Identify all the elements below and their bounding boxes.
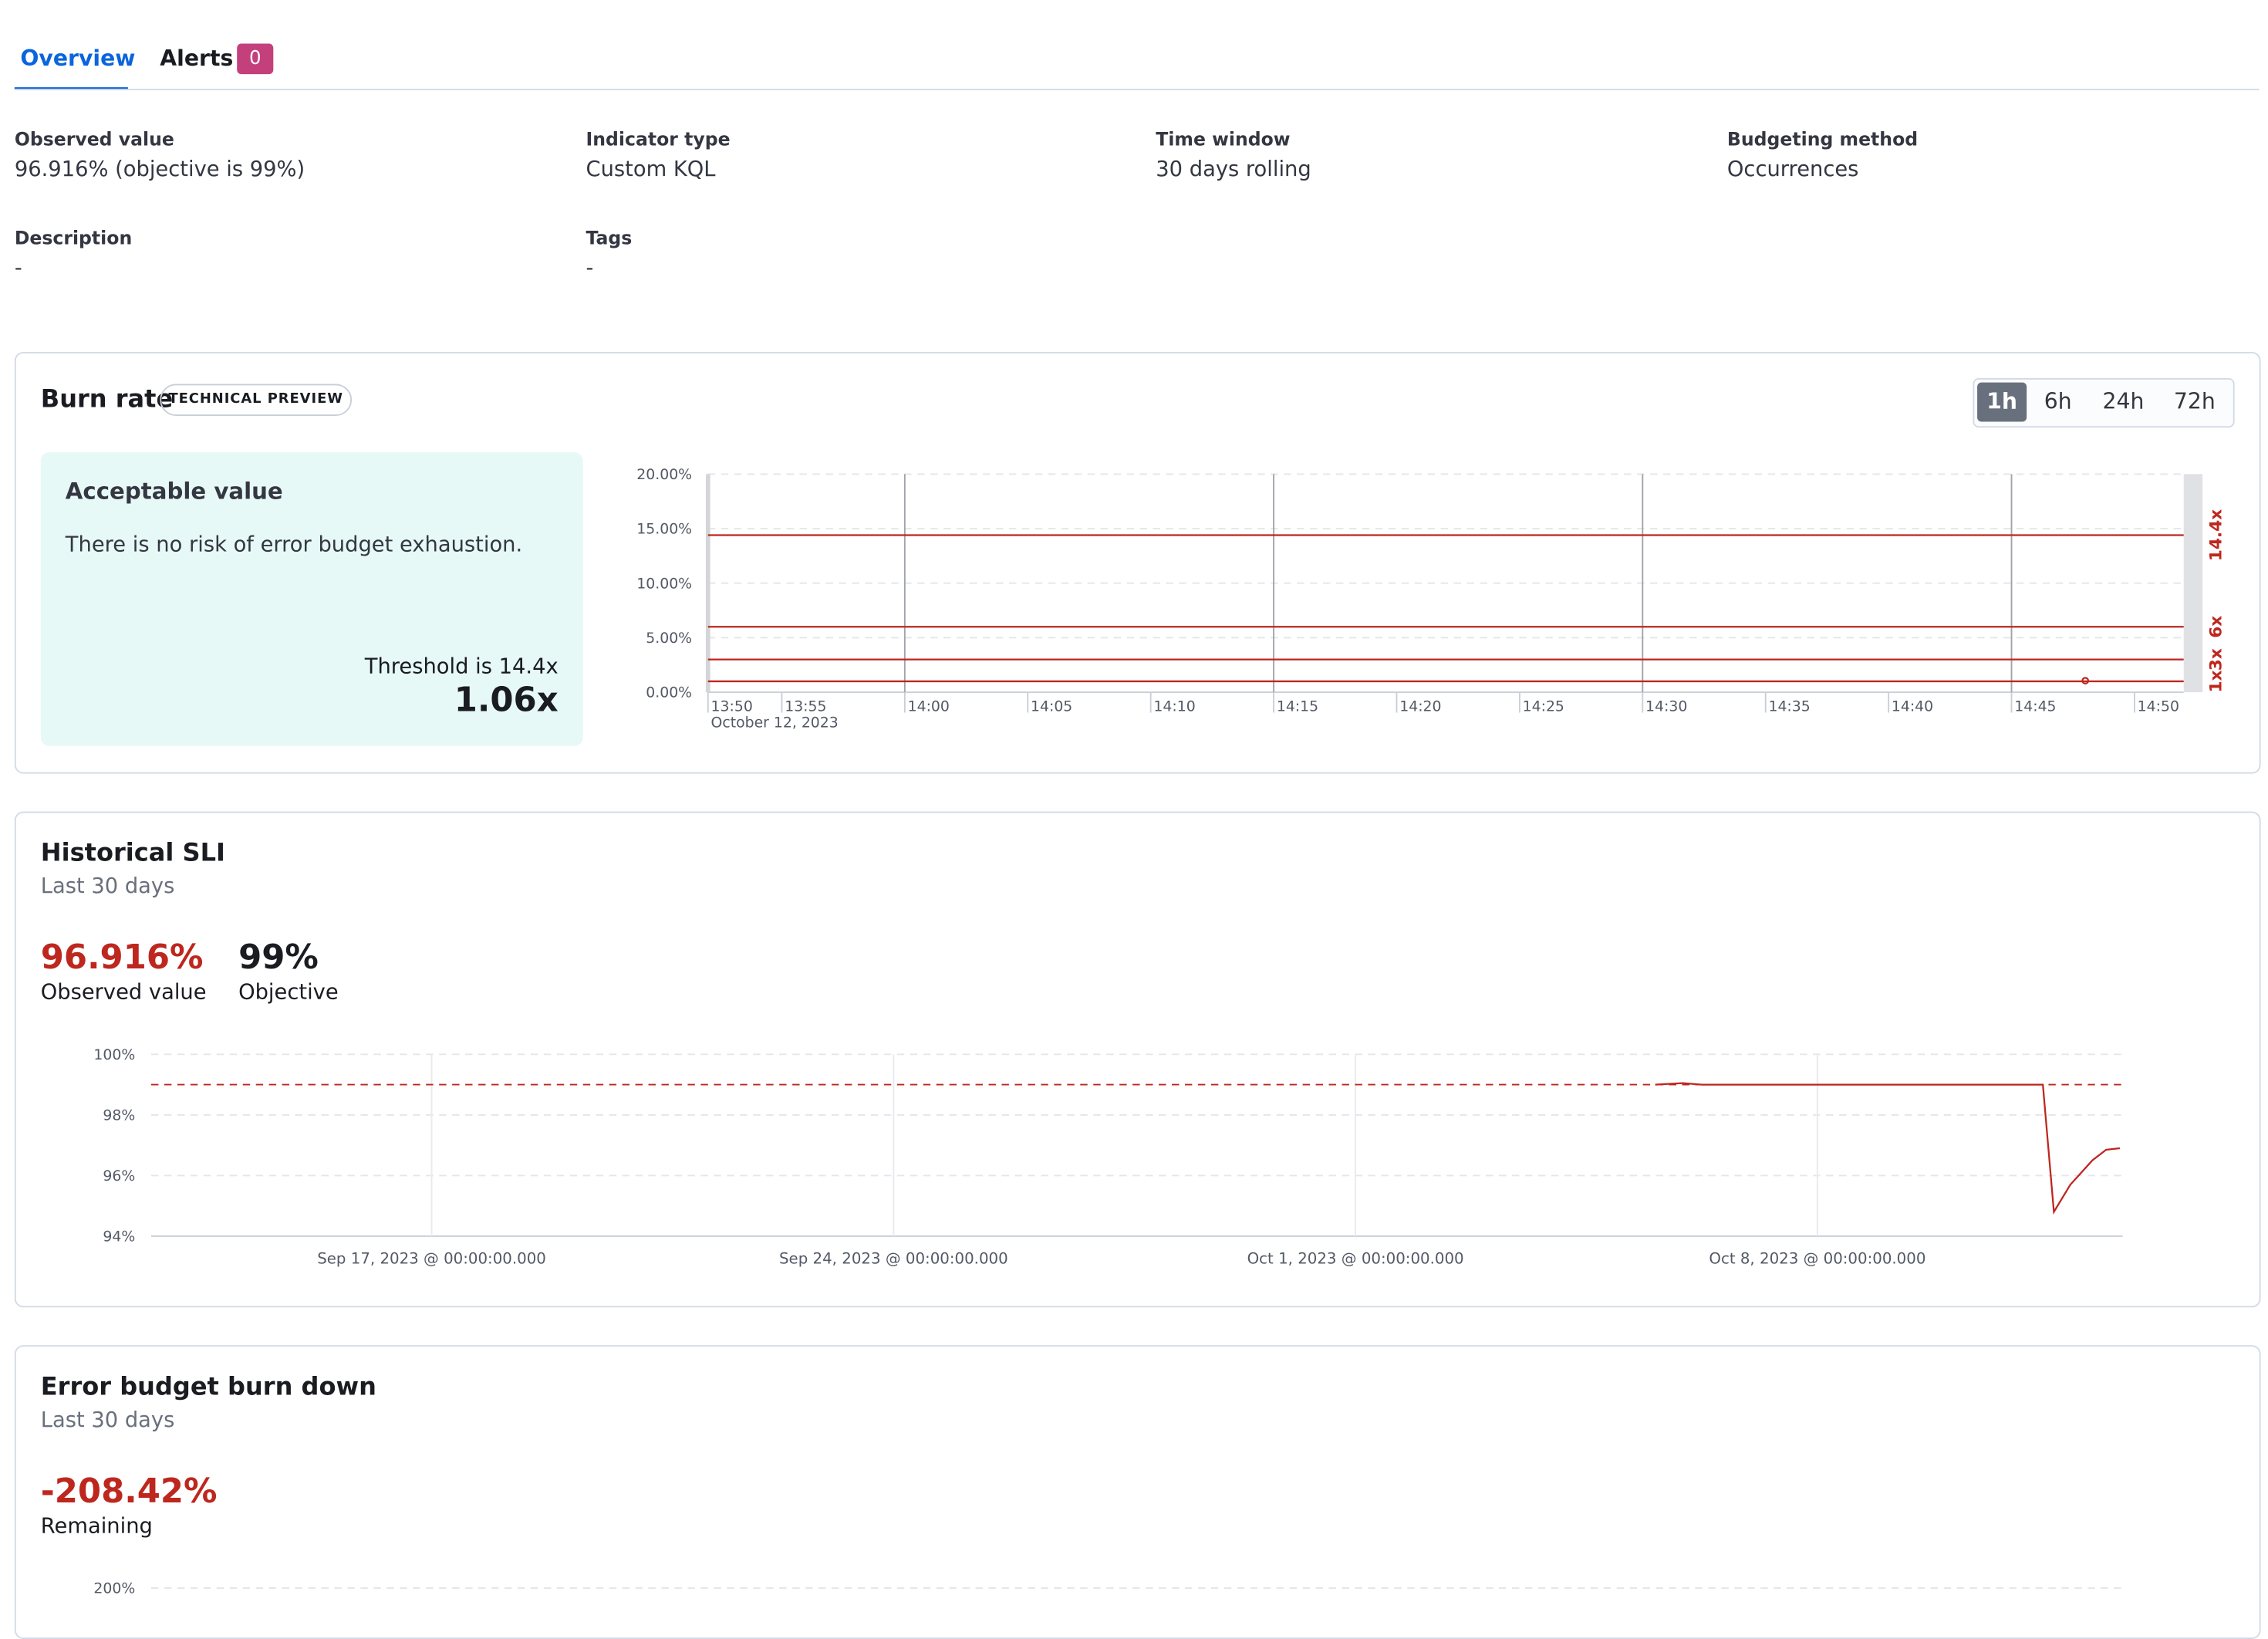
field-label: Budgeting method: [1726, 127, 1919, 150]
x-tick-label: 13:50: [711, 699, 753, 715]
y-tick-label: 0.00%: [646, 685, 692, 701]
x-tick-label: 14:40: [1892, 699, 1933, 715]
stat-value: -208.42%: [40, 1473, 218, 1512]
x-tick-label: 14:35: [1768, 699, 1810, 715]
y-tick-label: 20.00%: [636, 467, 692, 483]
x-tick-label: Oct 1, 2023 @ 00:00:00.000: [1247, 1250, 1464, 1268]
tab[interactable]: Alerts: [160, 45, 234, 72]
x-tick-label: 14:30: [1645, 699, 1687, 715]
x-tick-label: 14:50: [2138, 699, 2179, 715]
data-point: [2081, 677, 2090, 684]
stat-label: Objective: [238, 982, 339, 1005]
x-tick-label: 14:10: [1153, 699, 1195, 715]
field-value: Occurrences: [1726, 158, 1859, 182]
annotation-band: [2183, 474, 2203, 693]
x-tick-label: Sep 17, 2023 @ 00:00:00.000: [317, 1250, 546, 1268]
field-value: -: [14, 257, 22, 281]
stat-value: 96.916%: [40, 939, 204, 978]
x-tick-label: 14:15: [1277, 699, 1318, 715]
y-tick-label: 100%: [93, 1047, 135, 1063]
stat-label: Remaining: [40, 1515, 153, 1539]
y-tick-label: 15.00%: [636, 522, 692, 538]
range-button[interactable]: 6h: [2044, 388, 2072, 415]
y-tick-label: 98%: [103, 1107, 135, 1124]
x-tick-label: 14:00: [908, 699, 950, 715]
threshold-label: 1x: [2207, 670, 2226, 692]
x-tick-label: 14:05: [1031, 699, 1072, 715]
stat-label: Observed value: [40, 982, 207, 1005]
panel-title: Historical SLI: [40, 839, 225, 869]
x-tick-label: 14:20: [1399, 699, 1441, 715]
badge: TECHNICAL PREVIEW: [160, 384, 353, 416]
x-tick-label: 13:55: [785, 699, 826, 715]
range-button[interactable]: 24h: [2102, 388, 2145, 415]
callout: [40, 452, 583, 746]
field-label: Tags: [586, 226, 633, 249]
panel-subtitle: Last 30 days: [40, 1409, 175, 1433]
panel: [14, 1345, 2261, 1639]
field-value: Custom KQL: [586, 158, 716, 182]
panel: [14, 811, 2261, 1308]
callout-text: There is no risk of error budget exhaust…: [65, 533, 523, 557]
field-value: 30 days rolling: [1156, 158, 1311, 182]
badge: 0: [237, 43, 274, 75]
overview-page: Overview Alerts 0 Burn rate TECHNICAL PR…: [14, 43, 2261, 1639]
field-label: Indicator type: [586, 127, 731, 150]
x-tick-label: Sep 24, 2023 @ 00:00:00.000: [779, 1250, 1008, 1268]
field-value: -: [586, 257, 594, 281]
y-tick-label: 96%: [103, 1168, 135, 1184]
panel-subtitle: Last 30 days: [40, 875, 175, 899]
page: Overview Alerts 0 Burn rate TECHNICAL PR…: [14, 43, 2261, 1639]
field-label: Observed value: [14, 127, 174, 150]
sli-line: [1655, 1082, 2121, 1215]
y-tick-label: 94%: [103, 1229, 135, 1245]
y-tick-label: 5.00%: [646, 630, 692, 647]
x-tick-label: Oct 8, 2023 @ 00:00:00.000: [1709, 1250, 1925, 1268]
range-button[interactable]: 1h: [1977, 382, 2027, 422]
divider: [14, 88, 2260, 90]
y-tick-label: 200%: [93, 1581, 135, 1597]
panel-title: Error budget burn down: [40, 1373, 376, 1402]
threshold-label: 14.4x: [2207, 509, 2226, 561]
callout-title: Acceptable value: [65, 478, 283, 505]
threshold: Threshold is 14.4x: [364, 655, 559, 680]
x-tick-label: 14:25: [1523, 699, 1564, 715]
range-button[interactable]: 72h: [2173, 388, 2216, 415]
threshold-label: 3x: [2207, 648, 2226, 671]
field-value: 96.916% (objective is 99%): [14, 158, 305, 182]
x-tick-label: 14:45: [2014, 699, 2056, 715]
threshold-label: 6x: [2207, 616, 2226, 638]
x-axis-sublabel: October 12, 2023: [711, 715, 839, 731]
panel-title: Burn rate: [40, 385, 174, 415]
charts: 0.00% 5.00% 10.00% 15.00% 20.00% 13:50 13:55 14…: [93, 467, 2226, 1597]
tab[interactable]: Overview: [20, 45, 136, 72]
field-label: Description: [14, 226, 133, 249]
stat-value: 99%: [238, 939, 319, 978]
burn-rate-value: 1.06x: [454, 681, 559, 720]
y-tick-label: 10.00%: [636, 576, 692, 592]
field-label: Time window: [1156, 127, 1291, 150]
